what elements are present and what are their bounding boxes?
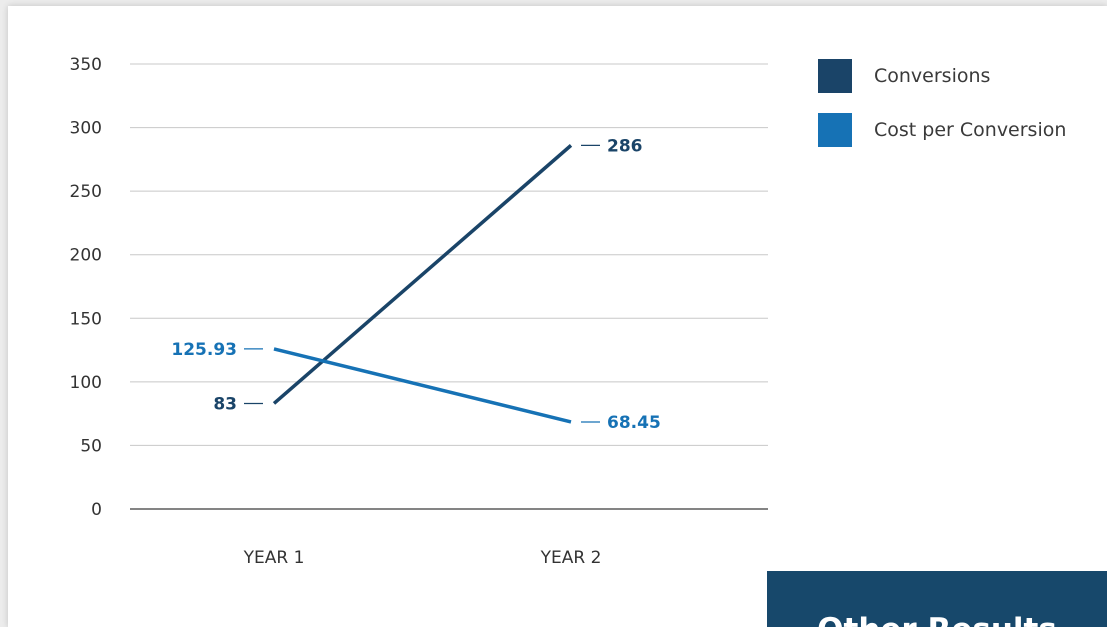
y-tick-label: 100 [70,373,102,393]
legend-item-cost-per-conversion: Cost per Conversion [818,113,1098,147]
legend: Conversions Cost per Conversion [818,59,1098,167]
legend-swatch-conversions [818,59,852,93]
legend-label-conversions: Conversions [874,65,991,87]
y-tick-label: 150 [70,309,102,329]
data-label: 286 [607,136,643,156]
y-tick-label: 250 [70,182,102,202]
legend-swatch-cost-per-conversion [818,113,852,147]
y-tick-label: 200 [70,246,102,266]
x-tick-label: YEAR 2 [540,548,602,568]
y-tick-label: 50 [80,436,102,456]
legend-label-cost-per-conversion: Cost per Conversion [874,119,1067,141]
series-line-cost-per-conversion [273,347,572,424]
legend-item-conversions: Conversions [818,59,1098,93]
data-label: 83 [213,394,237,414]
data-label: 68.45 [607,413,661,433]
other-results-title: Other Results [767,612,1107,627]
data-label: 125.93 [171,340,237,360]
y-tick-label: 350 [70,55,102,75]
y-tick-label: 300 [70,119,102,139]
series-line-conversions [272,144,573,405]
chart-card [8,6,1107,627]
y-tick-label: 0 [91,500,102,520]
other-results-banner: Other Results [767,571,1107,627]
x-tick-label: YEAR 1 [243,548,305,568]
